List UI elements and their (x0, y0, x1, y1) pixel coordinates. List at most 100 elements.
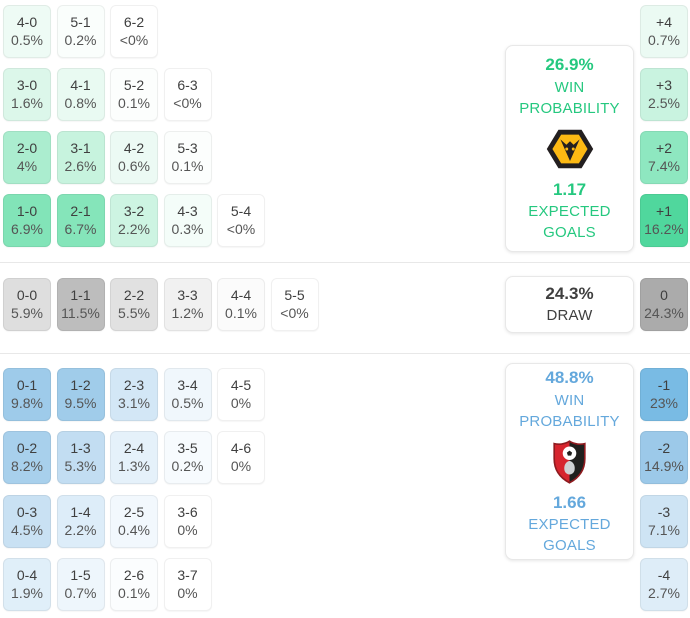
cell-top-label: +4 (656, 13, 672, 30)
cell-top-label: 4-6 (230, 439, 252, 456)
cell-top-label: 3-2 (123, 202, 145, 219)
cell-probability-value: 7.4% (648, 158, 680, 174)
goal-margin-cell--3: -3 7.1% (640, 495, 688, 548)
score-cell-3-1: 3-1 2.6% (56, 131, 105, 184)
section-divider-bottom (0, 353, 690, 354)
cell-top-label: 5-1 (70, 13, 91, 30)
cell-probability-value: 0% (230, 395, 252, 411)
score-cell-5-2: 5-2 0.1% (110, 68, 158, 121)
cell-probability-value: 1.3% (118, 458, 150, 474)
draw-label: DRAW (546, 306, 593, 324)
cell-top-label: 3-4 (177, 376, 198, 393)
wolves-crest-icon (546, 127, 594, 171)
score-cell-0-4: 0-4 1.9% (3, 558, 51, 611)
cell-top-label: -1 (657, 376, 671, 393)
score-cell-2-6: 2-6 0.1% (110, 558, 158, 611)
score-cell-3-6: 3-6 0% (163, 495, 212, 548)
cell-top-label: 0-2 (16, 439, 38, 456)
cell-top-label: 0-4 (16, 566, 38, 583)
cell-top-label: 2-0 (16, 139, 38, 156)
cell-top-label: 0-1 (16, 376, 38, 393)
cell-top-label: 2-2 (123, 286, 145, 303)
cell-top-label: 3-6 (177, 503, 198, 520)
score-cell-4-2: 4-2 0.6% (110, 131, 158, 184)
cell-probability-value: 6.9% (11, 221, 43, 237)
cell-probability-value: 0% (230, 458, 252, 474)
score-cell-1-5: 1-5 0.7% (56, 558, 105, 611)
cell-probability-value: 4% (16, 158, 38, 174)
score-cell-0-3: 0-3 4.5% (3, 495, 51, 548)
cell-top-label: +3 (656, 76, 672, 93)
cell-top-label: 3-3 (177, 286, 198, 303)
away-xg-label-line1: EXPECTED (528, 515, 611, 533)
away-expected-goals-value: 1.66 (552, 492, 587, 512)
home-win-label-line1: WIN (554, 78, 585, 96)
cell-probability-value: 2.2% (64, 522, 97, 538)
cell-probability-value: 1.2% (171, 305, 204, 321)
cell-probability-value: 11.5% (61, 305, 100, 321)
goal-margin-cell--4: -4 2.7% (640, 558, 688, 611)
cell-probability-value: 7.1% (648, 522, 680, 538)
cell-probability-value: 0% (177, 585, 198, 601)
home-win-percentage: 26.9% (545, 55, 594, 75)
cell-probability-value: 9.8% (11, 395, 43, 411)
cell-top-label: +1 (656, 202, 672, 219)
cell-probability-value: <0% (226, 221, 256, 237)
cell-top-label: 5-5 (284, 286, 305, 303)
cell-probability-value: 1.6% (11, 95, 43, 111)
cell-top-label: 3-5 (177, 439, 198, 456)
cell-probability-value: 5.9% (11, 305, 43, 321)
cell-probability-value: 1.9% (11, 585, 43, 601)
cell-top-label: 5-4 (230, 202, 252, 219)
score-cell-4-3: 4-3 0.3% (163, 194, 212, 247)
score-cell-4-0: 4-0 0.5% (3, 5, 51, 58)
cell-top-label: +2 (656, 139, 672, 156)
score-cell-2-4: 2-4 1.3% (110, 431, 158, 484)
score-cell-4-5: 4-5 0% (217, 368, 265, 421)
cell-top-label: 0-3 (16, 503, 38, 520)
cell-top-label: 6-2 (123, 13, 145, 30)
cell-top-label: 1-0 (16, 202, 38, 219)
cell-top-label: 2-6 (123, 566, 145, 583)
away-xg-label-line2: GOALS (543, 536, 596, 554)
score-cell-5-4: 5-4 <0% (217, 194, 265, 247)
goal-margin-cell-+4: +4 0.7% (640, 5, 688, 58)
score-cell-5-3: 5-3 0.1% (163, 131, 212, 184)
away-win-percentage: 48.8% (545, 368, 594, 388)
cell-top-label: 4-2 (123, 139, 145, 156)
goal-margin-cell-0: 0 24.3% (640, 278, 688, 331)
cell-top-label: 2-5 (123, 503, 145, 520)
cell-top-label: 2-1 (70, 202, 91, 219)
cell-top-label: -4 (657, 566, 671, 583)
cell-probability-value: 0.6% (118, 158, 150, 174)
score-cell-4-1: 4-1 0.8% (56, 68, 105, 121)
score-cell-5-1: 5-1 0.2% (56, 5, 105, 58)
cell-probability-value: 2.2% (118, 221, 150, 237)
cell-top-label: 4-5 (230, 376, 252, 393)
score-cell-1-3: 1-3 5.3% (56, 431, 105, 484)
cell-top-label: 1-3 (70, 439, 91, 456)
cell-top-label: 0 (660, 286, 668, 303)
score-cell-2-1: 2-1 6.7% (56, 194, 105, 247)
goal-margin-cell-+1: +1 16.2% (640, 194, 688, 247)
cell-probability-value: 0.4% (118, 522, 150, 538)
draw-percentage: 24.3% (545, 284, 594, 304)
score-cell-3-0: 3-0 1.6% (3, 68, 51, 121)
cell-probability-value: 0% (177, 522, 198, 538)
cell-top-label: 1-1 (70, 286, 91, 303)
cell-top-label: 0-0 (16, 286, 38, 303)
score-cell-2-5: 2-5 0.4% (110, 495, 158, 548)
away-win-panel: 48.8% WIN PROBABILITY 1.66 (505, 363, 634, 560)
cell-probability-value: <0% (280, 305, 309, 321)
home-win-panel: 26.9% WIN PROBABILITY 1.17 EXPECTED GOAL… (505, 45, 634, 252)
score-cell-3-4: 3-4 0.5% (163, 368, 212, 421)
away-win-label-line1: WIN (554, 391, 585, 409)
cell-probability-value: 0.5% (171, 395, 204, 411)
cell-probability-value: 0.1% (118, 95, 150, 111)
cell-top-label: 1-5 (70, 566, 91, 583)
score-cell-3-5: 3-5 0.2% (163, 431, 212, 484)
cell-probability-value: 24.3% (644, 305, 684, 321)
cell-probability-value: 23% (649, 395, 679, 411)
score-cell-0-2: 0-2 8.2% (3, 431, 51, 484)
